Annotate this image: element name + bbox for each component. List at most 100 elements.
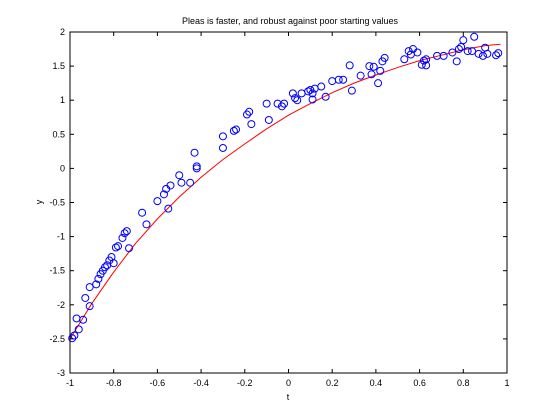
data-point xyxy=(422,55,431,64)
data-point xyxy=(118,233,127,242)
data-point xyxy=(79,315,88,324)
data-point xyxy=(100,263,109,272)
data-point xyxy=(365,62,374,71)
data-point xyxy=(304,87,313,96)
data-point xyxy=(175,171,184,180)
data-point xyxy=(474,49,483,58)
plot-area xyxy=(70,32,507,373)
data-point xyxy=(142,220,151,229)
data-point xyxy=(166,181,175,190)
data-point xyxy=(85,283,94,292)
data-point xyxy=(454,45,463,54)
data-point xyxy=(114,242,123,251)
data-point xyxy=(367,70,376,79)
y-tick-label: -3 xyxy=(57,368,65,378)
data-point xyxy=(492,51,501,60)
data-point xyxy=(293,96,302,105)
data-point xyxy=(452,57,461,66)
x-tick-label: 1 xyxy=(504,378,509,388)
x-tick-label: 0.4 xyxy=(370,378,383,388)
x-tick-label: 0.8 xyxy=(457,378,470,388)
data-point xyxy=(308,89,317,98)
data-point xyxy=(192,164,201,173)
data-point xyxy=(94,274,103,283)
y-tick-label: -1.5 xyxy=(49,266,65,276)
data-point xyxy=(376,66,385,75)
data-point xyxy=(291,94,300,103)
y-tick-label: 0.5 xyxy=(52,129,65,139)
data-point xyxy=(380,53,389,62)
data-point xyxy=(120,229,129,238)
data-point xyxy=(164,204,173,213)
chart-title: Pleas is faster, and robust against poor… xyxy=(182,16,399,26)
data-point xyxy=(374,79,383,88)
data-point xyxy=(419,56,428,65)
x-tick-label: -0.6 xyxy=(150,378,166,388)
data-point xyxy=(483,49,492,58)
x-tick-label: 0.2 xyxy=(326,378,339,388)
data-point xyxy=(153,197,162,206)
data-point xyxy=(159,190,168,199)
data-point xyxy=(422,61,431,70)
data-point xyxy=(308,95,317,104)
data-point xyxy=(229,126,238,135)
data-point xyxy=(190,148,199,157)
data-point xyxy=(288,89,297,98)
data-point xyxy=(247,120,256,129)
y-tick-label: -2.5 xyxy=(49,334,65,344)
data-point xyxy=(111,243,120,252)
x-tick-label: 0 xyxy=(286,378,291,388)
data-point xyxy=(356,71,365,80)
data-point xyxy=(334,75,343,84)
data-point xyxy=(277,102,286,111)
x-axis-label: t xyxy=(287,392,290,402)
data-point xyxy=(478,51,487,60)
data-point xyxy=(81,293,90,302)
data-point xyxy=(280,99,289,108)
x-tick-label: 0.6 xyxy=(413,378,426,388)
x-tick-label: -0.2 xyxy=(237,378,253,388)
data-point xyxy=(345,61,354,70)
data-point xyxy=(245,107,254,116)
data-point xyxy=(125,244,133,253)
data-point xyxy=(413,48,422,57)
y-tick-label: -0.5 xyxy=(49,198,65,208)
data-point xyxy=(109,259,118,268)
data-point xyxy=(347,86,356,95)
data-point xyxy=(138,208,147,217)
data-point xyxy=(317,82,326,91)
data-point xyxy=(218,132,227,141)
data-point xyxy=(264,115,273,124)
data-point xyxy=(232,125,241,134)
data-point xyxy=(470,32,479,41)
x-tick-label: -0.8 xyxy=(106,378,122,388)
x-axis-ticks: -1 -0.8 -0.6 -0.4 -0.2 0 0.2 0.4 0.6 0.8 1 xyxy=(66,32,510,388)
data-points-layer xyxy=(68,32,503,343)
y-tick-label: 1.5 xyxy=(52,61,65,71)
data-point xyxy=(70,331,79,340)
y-axis-ticks: -3 -2.5 -2 -1.5 -1 -0.5 0 0.5 1 1.5 2 xyxy=(49,27,507,378)
data-point xyxy=(74,325,83,334)
data-point xyxy=(122,227,131,236)
data-point xyxy=(468,47,477,56)
data-point xyxy=(400,55,409,64)
data-point xyxy=(339,75,348,84)
y-axis-label: y xyxy=(34,199,44,204)
data-point xyxy=(68,334,77,343)
data-point xyxy=(192,162,201,171)
data-point xyxy=(439,51,448,60)
y-tick-label: 0 xyxy=(60,163,65,173)
data-point xyxy=(262,99,271,108)
y-tick-label: 2 xyxy=(60,27,65,37)
data-point xyxy=(92,280,101,289)
data-point xyxy=(369,62,378,71)
data-point xyxy=(463,47,472,56)
data-point xyxy=(494,49,503,58)
x-tick-label: -1 xyxy=(66,378,74,388)
data-point xyxy=(459,36,468,45)
y-tick-label: -2 xyxy=(57,300,65,310)
plot-frame xyxy=(69,31,508,374)
y-tick-label: 1 xyxy=(60,95,65,105)
data-point xyxy=(448,48,457,57)
